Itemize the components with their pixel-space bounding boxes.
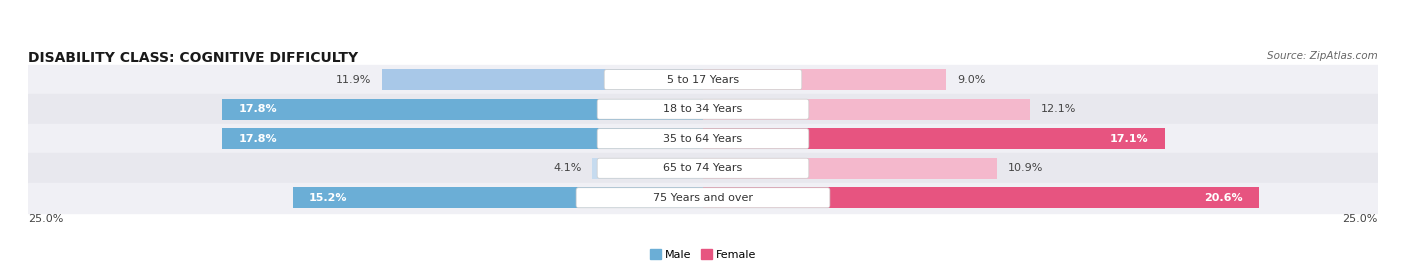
Bar [28,94,1378,124]
Text: DISABILITY CLASS: COGNITIVE DIFFICULTY: DISABILITY CLASS: COGNITIVE DIFFICULTY [28,51,359,65]
FancyBboxPatch shape [605,70,801,90]
Text: 17.8%: 17.8% [239,134,277,144]
Text: 25.0%: 25.0% [28,214,63,224]
Text: 25.0%: 25.0% [1343,214,1378,224]
Bar [28,183,1378,212]
Text: 5 to 17 Years: 5 to 17 Years [666,75,740,85]
Text: 10.9%: 10.9% [1008,163,1043,173]
Bar [28,124,1378,153]
Bar [703,99,1029,120]
Bar [382,69,703,90]
FancyBboxPatch shape [598,129,808,149]
Bar [703,69,946,90]
Bar [292,187,703,208]
Text: Source: ZipAtlas.com: Source: ZipAtlas.com [1267,51,1378,61]
Legend: Male, Female: Male, Female [645,245,761,264]
Text: 75 Years and over: 75 Years and over [652,193,754,203]
Bar [28,153,1378,183]
Text: 17.8%: 17.8% [239,104,277,114]
Text: 4.1%: 4.1% [553,163,582,173]
Text: 20.6%: 20.6% [1205,193,1243,203]
Bar [592,158,703,179]
FancyBboxPatch shape [598,99,808,119]
FancyBboxPatch shape [598,158,808,178]
Bar [222,99,703,120]
Bar [28,65,1378,94]
Text: 17.1%: 17.1% [1109,134,1149,144]
Text: 15.2%: 15.2% [309,193,347,203]
Bar [222,128,703,149]
Text: 11.9%: 11.9% [336,75,371,85]
Text: 9.0%: 9.0% [956,75,986,85]
Bar [703,128,1164,149]
Text: 35 to 64 Years: 35 to 64 Years [664,134,742,144]
Bar [703,158,997,179]
FancyBboxPatch shape [576,188,830,208]
Bar [703,187,1260,208]
Text: 65 to 74 Years: 65 to 74 Years [664,163,742,173]
Text: 12.1%: 12.1% [1040,104,1076,114]
Text: 18 to 34 Years: 18 to 34 Years [664,104,742,114]
